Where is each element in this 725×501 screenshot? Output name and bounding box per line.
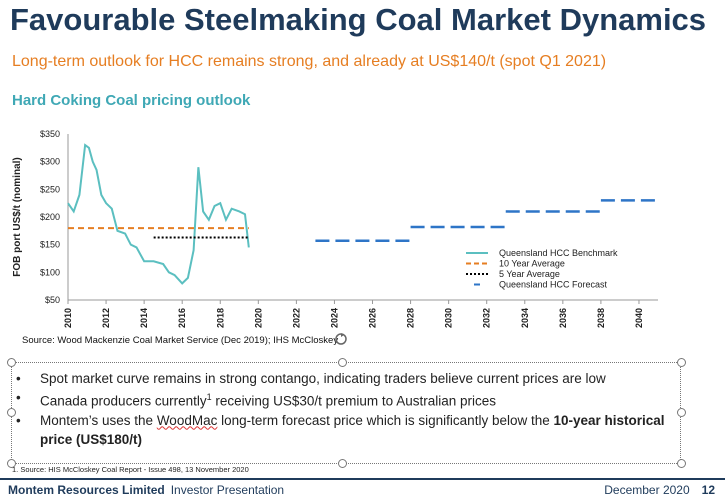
resize-handle-bottom-left[interactable] [7, 459, 16, 468]
x-tick-label: 2030 [444, 308, 454, 328]
footer-right: December 2020 12 [604, 483, 715, 497]
x-tick-label: 2018 [215, 308, 225, 328]
rotate-handle-icon[interactable] [334, 332, 348, 346]
resize-handle-top-right[interactable] [677, 358, 686, 367]
slide-subtitle: Long-term outlook for HCC remains strong… [12, 53, 607, 70]
legend-label: 5 Year Average [499, 269, 560, 279]
spellcheck-word[interactable]: WoodMac [156, 412, 218, 428]
footer-date: December 2020 [604, 483, 690, 497]
company-name: Montem Resources Limited [8, 483, 165, 497]
bullet-text[interactable]: Montem’s uses the WoodMac long-term fore… [40, 411, 674, 449]
x-tick-label: 2012 [101, 308, 111, 328]
x-tick-label: 2010 [63, 308, 73, 328]
hcc-price-chart: $50 $100 $150 $200 $250 $300 $350 2010 2012 2014 2… [12, 129, 658, 328]
x-tick-label: 2040 [634, 308, 644, 328]
y-tick-label: $50 [45, 295, 60, 305]
bullet-text-part: receiving US$30/t premium to Australian … [211, 393, 496, 409]
x-tick-label: 2028 [406, 308, 416, 328]
bullet-text-part: long-term forecast price which is signif… [217, 412, 554, 428]
y-tick-label: $350 [40, 129, 60, 139]
x-tick-label: 2014 [139, 308, 149, 328]
resize-handle-bottom-right[interactable] [677, 459, 686, 468]
bullet-item[interactable]: • Canada producers currently1 receiving … [14, 388, 674, 411]
y-tick-label: $150 [40, 240, 60, 250]
x-tick-label: 2038 [596, 308, 606, 328]
bullet-text[interactable]: Spot market curve remains in strong cont… [40, 371, 606, 386]
resize-handle-top-middle[interactable] [338, 358, 347, 367]
bullet-text[interactable]: Canada producers currently1 receiving US… [40, 388, 674, 411]
chart-source[interactable]: Source: Wood Mackenzie Coal Market Servi… [22, 335, 339, 346]
x-tick-label: 2024 [329, 308, 339, 328]
footnote-marker: 1 [206, 392, 212, 402]
bullet-dot: • [16, 412, 21, 428]
x-tick-label: 2036 [558, 308, 568, 328]
bullet-dot: • [16, 390, 21, 405]
x-tick-label: 2026 [368, 308, 378, 328]
bullet-list[interactable]: • Spot market curve remains in strong co… [14, 369, 674, 449]
resize-handle-middle-right[interactable] [677, 408, 686, 417]
footer-left: Montem Resources Limited Investor Present… [8, 483, 284, 497]
y-tick-label: $200 [40, 212, 60, 222]
x-tick-label: 2020 [253, 308, 263, 328]
legend-label: Queensland HCC Forecast [499, 280, 608, 290]
bullet-text-part: Canada producers currently [40, 393, 207, 409]
resize-handle-middle-left[interactable] [7, 408, 16, 417]
bullet-text-part: Montem’s uses the [40, 412, 157, 428]
footnote: 1. Source: HIS McCloskey Coal Report - I… [12, 465, 249, 474]
slide-title: Favourable Steelmaking Coal Market Dynam… [10, 2, 707, 37]
legend-label: Queensland HCC Benchmark [499, 248, 618, 258]
footer-divider [0, 478, 725, 480]
chart-heading: Hard Coking Coal pricing outlook [12, 92, 251, 109]
resize-handle-top-left[interactable] [7, 358, 16, 367]
page-number: 12 [701, 483, 715, 497]
series-line-benchmark [67, 143, 250, 285]
resize-handle-bottom-middle[interactable] [338, 459, 347, 468]
bullet-item[interactable]: • Montem’s uses the WoodMac long-term fo… [14, 411, 674, 449]
x-tick-label: 2032 [482, 308, 492, 328]
x-tick-label: 2022 [291, 308, 301, 328]
y-tick-label: $300 [40, 157, 60, 167]
x-tick-label: 2016 [177, 308, 187, 328]
x-tick-label: 2034 [520, 308, 530, 328]
y-tick-label: $250 [40, 184, 60, 194]
bullet-item[interactable]: • Spot market curve remains in strong co… [14, 369, 674, 388]
bullet-bold-text: 10-year historical price (US$180/t) [40, 412, 665, 447]
bullet-dot: • [16, 371, 21, 386]
y-tick-label: $100 [40, 267, 60, 277]
y-axis-label: FOB port US$/t (nominal) [12, 157, 23, 276]
document-name: Investor Presentation [170, 483, 285, 497]
legend-label: 10 Year Average [499, 259, 565, 269]
